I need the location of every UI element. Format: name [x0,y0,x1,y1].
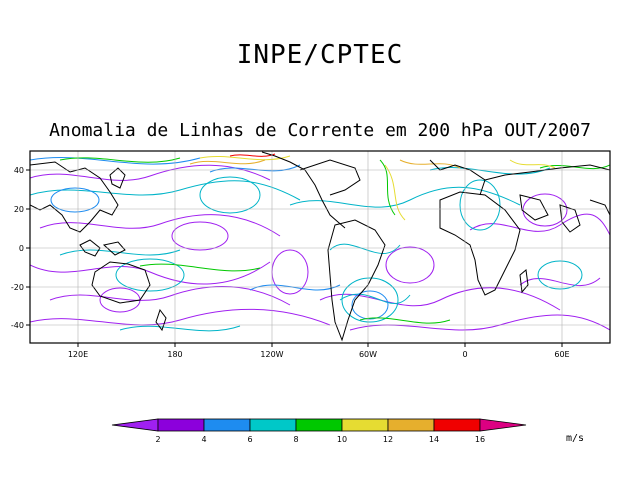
colorbar-label: 6 [247,435,252,444]
colorbar: 2 4 6 8 10 12 14 16 [111,418,527,444]
colorbar-label: 8 [293,435,298,444]
colorbar-right-arrow [479,418,527,432]
lat-tick-label: -40 [11,321,24,330]
lon-tick-label: 0 [462,350,467,359]
colorbar-label: 2 [155,435,160,444]
map-title: Anomalia de Linhas de Corrente em 200 hP… [49,120,591,141]
lat-tick-label: 40 [14,166,24,175]
lat-tick-label: 20 [14,205,24,214]
org-title: INPE/CPTEC [236,40,404,70]
colorbar-segment [203,418,251,432]
lon-tick-label: 120W [260,350,283,359]
lat-tick-label: 0 [19,244,24,253]
colorbar-segment [295,418,343,432]
grid-lines [30,151,610,343]
colorbar-label: 10 [337,435,347,444]
map-frame [29,150,611,344]
tick-marks [26,169,563,347]
colorbar-unit: m/s [566,433,585,444]
colorbar-segment [433,418,481,432]
colorbar-left-arrow [111,418,159,432]
lat-tick-labels: 40 20 0 -20 -40 [11,166,24,330]
lon-tick-label: 60E [554,350,569,359]
colorbar-label: 12 [383,435,393,444]
colorbar-segment [341,418,389,432]
colorbar-label: 16 [475,435,485,444]
colorbar-segment [249,418,297,432]
lon-tick-labels: 120E 180 120W 60W 0 60E [68,350,570,359]
colorbar-label: 14 [429,435,439,444]
lon-tick-label: 120E [68,350,88,359]
colorbar-label: 4 [201,435,206,444]
colorbar-segment [157,418,205,432]
lon-tick-label: 60W [359,350,377,359]
colorbar-segment [387,418,435,432]
lon-tick-label: 180 [167,350,182,359]
lat-tick-label: -20 [11,283,24,292]
